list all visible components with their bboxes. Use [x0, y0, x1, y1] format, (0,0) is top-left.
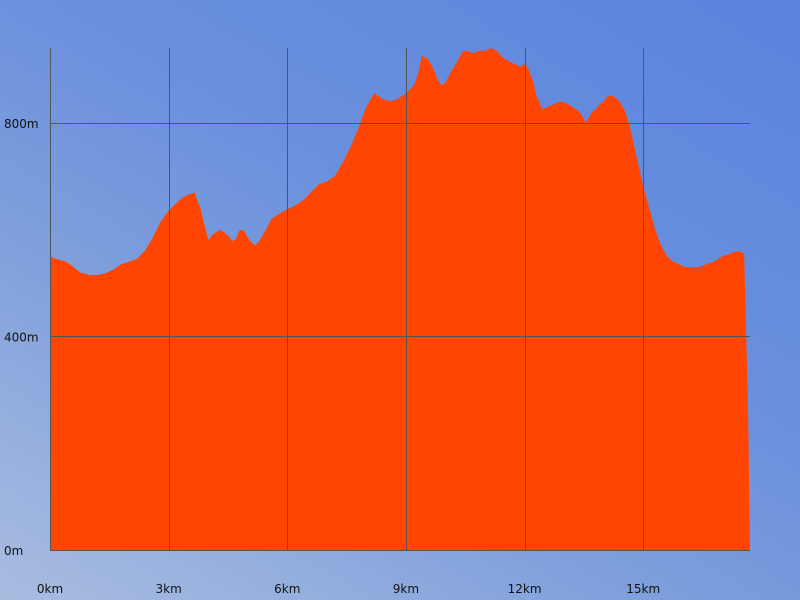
x-tick-label: 15km [626, 582, 660, 596]
x-tick-label: 9km [393, 582, 419, 596]
elevation-area [50, 48, 750, 550]
x-tick-label: 0km [37, 582, 63, 596]
y-tick-label: 400m [4, 330, 39, 344]
y-tick-label: 800m [4, 117, 39, 131]
y-tick-label: 0m [4, 544, 23, 558]
x-tick-label: 6km [274, 582, 300, 596]
x-tick-label: 12km [508, 582, 542, 596]
x-tick-label: 3km [156, 582, 182, 596]
